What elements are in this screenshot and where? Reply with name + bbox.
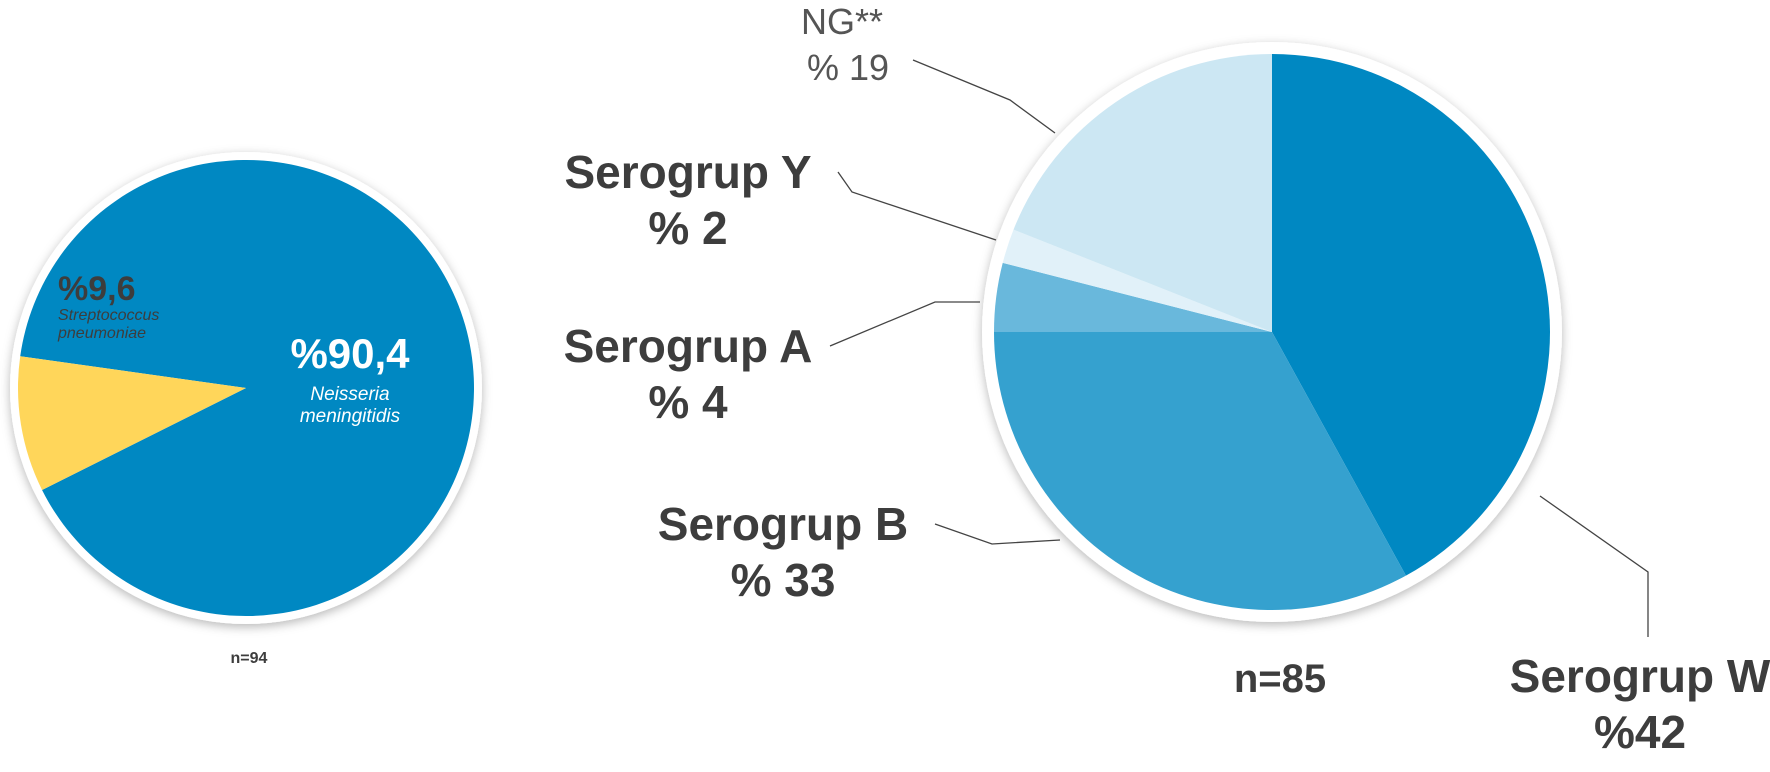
label-serogrup-y-name: Serogrup Y (564, 146, 811, 198)
label-ng-value: % 19 (807, 47, 889, 88)
pie-chart-2: NG** % 19 Serogrup Y % 2 Serogrup A % 4 … (564, 1, 1770, 758)
pie-2-slice-4 (1002, 229, 1272, 332)
pie-1-footer: n=94 (231, 650, 268, 667)
pie-2-slice-3 (994, 262, 1272, 332)
pie-1-slices (17, 160, 475, 617)
label-ng-name: NG** (801, 1, 883, 42)
pie-1-slice-1-name-line-2: meningitidis (300, 406, 401, 427)
label-serogrup-y-value: % 2 (648, 202, 727, 254)
pie-chart-1: %90,4 Neisseria meningitidis %9,6 Strept… (10, 152, 482, 667)
pie-2-leader-lines (829, 59, 1649, 637)
leader-line-serogrup-w (1539, 495, 1649, 637)
label-serogrup-b-name: Serogrup B (658, 498, 908, 550)
pie-1-slice-1 (20, 160, 475, 617)
leader-line-serogrup-b (934, 523, 1061, 545)
pie-1-slice-2-name-line-2: pneumoniae (57, 325, 146, 342)
pie-2-slice-2 (994, 332, 1406, 611)
label-serogrup-a-value: % 4 (648, 376, 728, 428)
pie-1-slice-2-name-line-1: Streptococcus (58, 307, 159, 324)
pie-1-slice-2-value: %9,6 (58, 270, 136, 308)
pie-2-footer: n=85 (1234, 657, 1326, 701)
label-serogrup-a-name: Serogrup A (564, 320, 813, 372)
label-serogrup-b-value: % 33 (731, 554, 836, 606)
label-serogrup-w-name: Serogrup W (1510, 650, 1770, 702)
pie-2-slices (994, 54, 1551, 611)
pie-2-slice-1 (1272, 54, 1551, 576)
pie-1-slice-1-name-line-1: Neisseria (310, 384, 389, 405)
leader-line-serogrup-y (837, 171, 997, 241)
pie-2-slice-5 (1013, 54, 1272, 332)
pie-1-slice-1-value: %90,4 (290, 330, 410, 377)
label-serogrup-w-value: %42 (1594, 706, 1686, 758)
leader-line-serogrup-a (829, 301, 980, 347)
pie-1-slice-2 (17, 356, 247, 490)
leader-line-ng (912, 59, 1056, 134)
